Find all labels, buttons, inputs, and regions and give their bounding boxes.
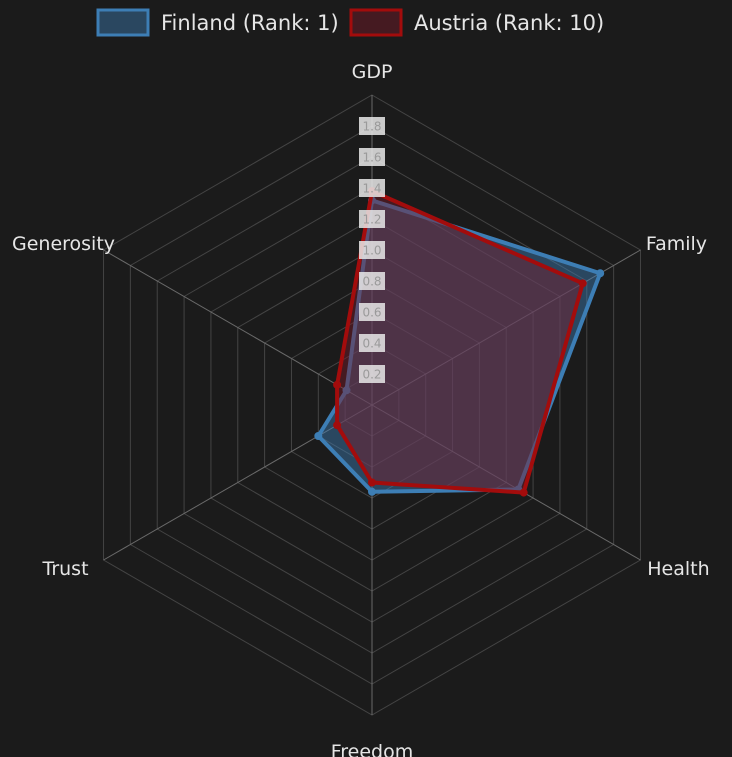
- tick-label: 0.4: [362, 337, 381, 351]
- series-1: [333, 187, 587, 497]
- legend-swatch: [96, 8, 150, 37]
- radar-grid: [103, 94, 641, 716]
- tick-label-bg: [359, 272, 385, 290]
- data-point[interactable]: [368, 487, 376, 496]
- grid-spoke: [371, 249, 641, 406]
- tick-label-bg: [359, 365, 385, 383]
- axis-label-health: Health: [647, 558, 709, 580]
- axis-label-gdp: GDP: [352, 61, 393, 83]
- data-point[interactable]: [368, 478, 376, 487]
- legend: Finland (Rank: 1) Austria (Rank: 10): [96, 8, 604, 37]
- axis-label-generosity: Generosity: [12, 233, 115, 255]
- tick-label: 1.0: [362, 244, 381, 258]
- legend-swatch: [349, 8, 403, 37]
- tick-label: 0.8: [362, 275, 381, 289]
- tick-label-bg: [359, 210, 385, 228]
- tick-label-bg: [359, 117, 385, 135]
- grid-spoke: [371, 404, 641, 561]
- tick-label-bg: [359, 241, 385, 259]
- data-point[interactable]: [342, 386, 351, 395]
- grid-spoke: [103, 404, 373, 561]
- legend-label: Austria (Rank: 10): [414, 11, 604, 35]
- tick-label: 1.6: [362, 151, 381, 165]
- tick-label: 0.6: [362, 306, 381, 320]
- legend-label: Finland (Rank: 1): [161, 11, 339, 35]
- tick-label-bg: [359, 334, 385, 352]
- data-point[interactable]: [314, 432, 323, 440]
- tick-label: 0.2: [362, 368, 381, 382]
- tick-label: 1.2: [362, 213, 381, 227]
- data-point[interactable]: [333, 421, 342, 430]
- legend-item-1[interactable]: Austria (Rank: 10): [349, 8, 604, 37]
- tick-labels: 0.2 0.4 0.6 0.8 1.0 1.2 1.4 1.6 1.8: [359, 117, 385, 383]
- tick-label: 1.4: [362, 182, 381, 196]
- axis-label-family: Family: [646, 233, 707, 255]
- data-point[interactable]: [519, 488, 528, 497]
- axis-label-trust: Trust: [42, 558, 89, 580]
- tick-label-bg: [359, 303, 385, 321]
- tick-label-bg: [359, 179, 385, 197]
- axis-labels: GDP Family Health Freedom Trust Generosity: [12, 61, 710, 757]
- data-point[interactable]: [596, 269, 605, 278]
- axis-label-freedom: Freedom: [331, 741, 414, 757]
- series-0: [314, 196, 605, 496]
- legend-item-0[interactable]: Finland (Rank: 1): [96, 8, 339, 37]
- grid-spoke: [103, 249, 373, 406]
- data-point[interactable]: [333, 380, 342, 389]
- data-point[interactable]: [578, 279, 587, 288]
- series-layer: [314, 187, 605, 497]
- tick-label-bg: [359, 148, 385, 166]
- tick-label: 1.8: [362, 120, 381, 134]
